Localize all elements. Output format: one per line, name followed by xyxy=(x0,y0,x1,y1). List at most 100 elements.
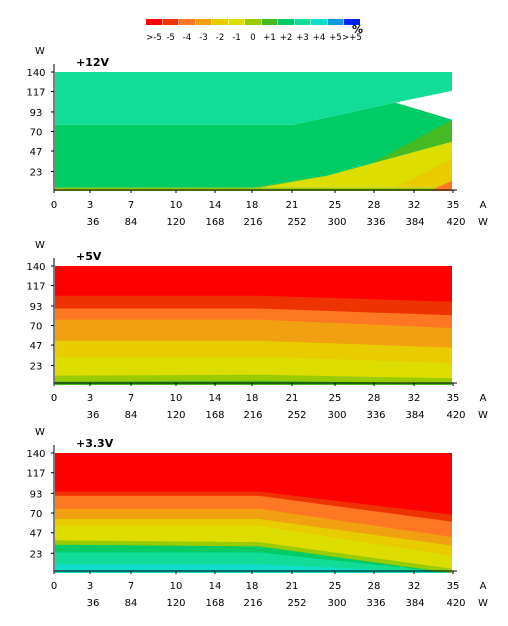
x-current-tick-label: 14 xyxy=(209,581,222,592)
x-current-tick-label: 7 xyxy=(128,200,134,211)
x-power-tick-label: 252 xyxy=(287,410,306,421)
x-power-tick-label: 84 xyxy=(125,217,138,228)
color-legend: >-5 -5 -4 -3 -2 -1 0 +1 +2 +3 +4 +5 >+5% xyxy=(146,19,363,43)
y-tick-label: 140 xyxy=(26,262,45,273)
heatmap-region xyxy=(395,158,452,188)
heatmap-region xyxy=(429,180,452,191)
x-current-tick-label: 7 xyxy=(128,393,134,404)
x-current-tick-label: 0 xyxy=(51,200,57,211)
x-power-tick-label: 216 xyxy=(243,217,262,228)
x-current-tick-label: 18 xyxy=(246,581,259,592)
x-current-tick-label: 0 xyxy=(51,393,57,404)
y-tick-label: 70 xyxy=(30,322,43,333)
x-power-tick-label: 384 xyxy=(405,217,424,228)
legend-label: >-5 xyxy=(146,33,162,43)
x-current-tick-label: 18 xyxy=(246,393,259,404)
x-current-tick-label: 35 xyxy=(447,393,460,404)
legend-swatch xyxy=(344,19,360,25)
y-tick-label: 117 xyxy=(26,282,45,293)
legend-swatch xyxy=(278,19,294,25)
legend-swatch xyxy=(294,19,311,25)
legend-swatch xyxy=(245,19,261,25)
y-axis-unit: W xyxy=(35,46,45,57)
x-power-tick-label: 384 xyxy=(405,598,424,609)
legend-label: -1 xyxy=(232,33,240,43)
x-current-tick-label: 25 xyxy=(329,393,342,404)
y-tick-label: 23 xyxy=(30,549,43,560)
legend-swatch xyxy=(261,19,278,25)
x-current-tick-label: 3 xyxy=(87,581,93,592)
x-current-tick-label: 25 xyxy=(329,200,342,211)
x-axis-unit-power: W xyxy=(478,217,488,228)
x-power-tick-label: 420 xyxy=(446,410,465,421)
legend-swatch xyxy=(179,19,195,25)
y-tick-label: 23 xyxy=(30,167,43,178)
legend-label: +3 xyxy=(296,33,309,43)
x-current-tick-label: 10 xyxy=(170,200,183,211)
chart-title: +5V xyxy=(76,250,102,263)
x-current-tick-label: 35 xyxy=(447,200,460,211)
x-current-tick-label: 32 xyxy=(408,393,421,404)
x-power-tick-label: 336 xyxy=(366,410,385,421)
x-current-tick-label: 14 xyxy=(209,393,222,404)
heatmap-area xyxy=(55,453,452,573)
x-power-tick-label: 420 xyxy=(446,598,465,609)
legend-label: >+5 xyxy=(342,33,362,43)
x-power-tick-label: 168 xyxy=(205,598,224,609)
x-power-tick-label: 336 xyxy=(366,598,385,609)
x-power-tick-label: 120 xyxy=(166,410,185,421)
x-current-tick-label: 21 xyxy=(286,200,299,211)
heatmap-area xyxy=(55,266,452,385)
y-tick-label: 117 xyxy=(26,88,45,99)
y-tick-label: 47 xyxy=(30,341,43,352)
x-power-tick-label: 300 xyxy=(327,410,346,421)
heatmap-area xyxy=(55,72,452,191)
x-power-tick-label: 216 xyxy=(243,598,262,609)
x-power-tick-label: 252 xyxy=(287,217,306,228)
chart-panel: W 140 117 93 70 47 23 0 3 7 10 14 18 21 25 28 32 35 36 84 12… xyxy=(26,46,488,228)
x-axis-unit-power: W xyxy=(478,410,488,421)
x-current-tick-label: 28 xyxy=(368,581,381,592)
x-power-tick-label: 168 xyxy=(205,410,224,421)
x-power-tick-label: 120 xyxy=(166,217,185,228)
heatmap-region xyxy=(55,72,452,125)
x-current-tick-label: 21 xyxy=(286,581,299,592)
y-tick-label: 140 xyxy=(26,68,45,79)
legend-label: -4 xyxy=(183,33,191,43)
legend-label: +1 xyxy=(263,33,276,43)
y-tick-label: 47 xyxy=(30,147,43,158)
x-power-tick-label: 420 xyxy=(446,217,465,228)
x-current-tick-label: 32 xyxy=(408,200,421,211)
x-power-tick-label: 120 xyxy=(166,598,185,609)
y-tick-label: 93 xyxy=(30,302,43,313)
y-tick-label: 70 xyxy=(30,509,43,520)
chart-title: +3.3V xyxy=(76,437,114,450)
x-current-tick-label: 28 xyxy=(368,393,381,404)
x-current-tick-label: 28 xyxy=(368,200,381,211)
legend-unit: % xyxy=(352,23,363,36)
legend-swatch xyxy=(311,19,327,25)
x-power-tick-label: 36 xyxy=(87,410,100,421)
heatmap-region xyxy=(55,102,452,188)
x-current-tick-label: 21 xyxy=(286,393,299,404)
x-power-tick-label: 36 xyxy=(87,217,100,228)
x-current-tick-label: 18 xyxy=(246,200,259,211)
y-tick-label: 117 xyxy=(26,469,45,480)
x-current-tick-label: 10 xyxy=(170,581,183,592)
x-power-tick-label: 300 xyxy=(327,217,346,228)
y-tick-label: 93 xyxy=(30,108,43,119)
x-current-tick-label: 14 xyxy=(209,200,222,211)
y-tick-label: 93 xyxy=(30,489,43,500)
x-current-tick-label: 25 xyxy=(329,581,342,592)
x-power-tick-label: 84 xyxy=(125,598,138,609)
legend-label: -2 xyxy=(216,33,224,43)
chart-panel: W 140 117 93 70 47 23 0 3 7 10 14 18 21 25 28 32 35 36 84 12… xyxy=(26,240,488,421)
x-power-tick-label: 300 xyxy=(327,598,346,609)
legend-swatch xyxy=(228,19,245,25)
legend-label: +4 xyxy=(313,33,326,43)
chart-title: +12V xyxy=(76,56,110,69)
x-current-tick-label: 0 xyxy=(51,581,57,592)
x-axis-unit-current: A xyxy=(480,200,487,211)
x-axis-unit-power: W xyxy=(478,598,488,609)
